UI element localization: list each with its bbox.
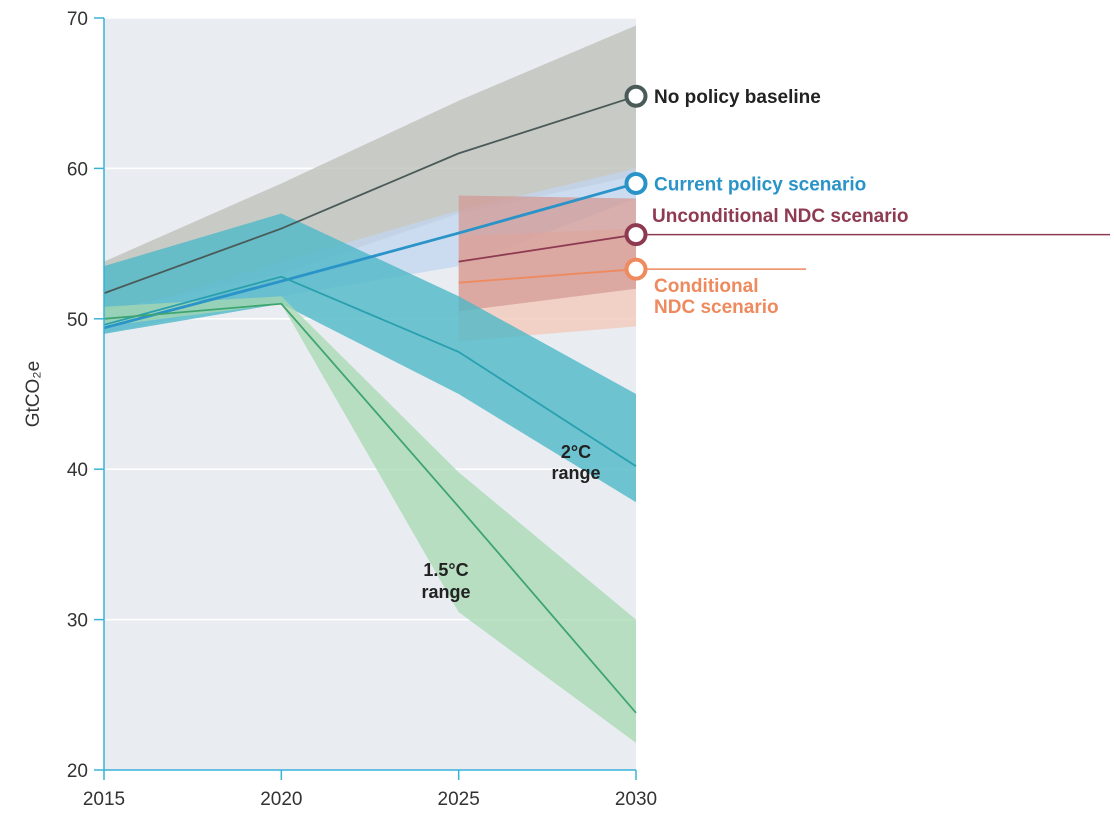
series-label: range: [551, 463, 600, 483]
series-label: NDC scenario: [654, 297, 779, 318]
series-label: Conditional: [654, 276, 758, 297]
line-no-policy-baseline: [103, 95, 637, 295]
series-label: Current policy scenario: [654, 174, 866, 195]
marker-unconditional-ndc-scenario: [624, 223, 648, 247]
x-tick-label: 2015: [83, 789, 125, 810]
y-tick-label: 20: [67, 761, 88, 782]
x-tick-label: 2025: [438, 789, 480, 810]
y-tick-label: 60: [67, 159, 88, 180]
y-tick-label: 50: [67, 310, 88, 331]
band-1-5-c-range: [104, 296, 636, 743]
marker-conditional-ndc-scenario: [624, 257, 648, 281]
series-label: Unconditional NDC scenario: [652, 206, 909, 227]
y-tick-label: 40: [67, 460, 88, 481]
series-lines: [103, 95, 637, 714]
band-unconditional-ndc-scenario: [458, 195, 636, 312]
labels: No policy baseline Current policy scenari…: [421, 87, 908, 602]
line-1-5-c-range: [103, 302, 637, 714]
y-tick-label: 30: [67, 611, 88, 632]
marker-current-policy-scenario: [624, 171, 648, 195]
marker-no-policy-baseline: [624, 84, 648, 108]
series-label: 2°C: [561, 442, 591, 462]
series-label: range: [421, 582, 470, 602]
series-markers: [624, 84, 1110, 281]
x-tick-label: 2030: [615, 789, 657, 810]
series-label: 1.5°C: [423, 560, 468, 580]
line-conditional-ndc-scenario: [458, 268, 637, 284]
x-tick-label: 2020: [260, 789, 302, 810]
y-axis-title: GtCO₂e: [23, 361, 44, 428]
line-2-c-range: [103, 275, 637, 467]
series-label: No policy baseline: [654, 87, 821, 108]
y-tick-label: 70: [67, 9, 88, 30]
line-unconditional-ndc-scenario: [458, 233, 637, 263]
line-current-policy-scenario: [103, 182, 637, 330]
band-2-c-range: [104, 213, 636, 503]
